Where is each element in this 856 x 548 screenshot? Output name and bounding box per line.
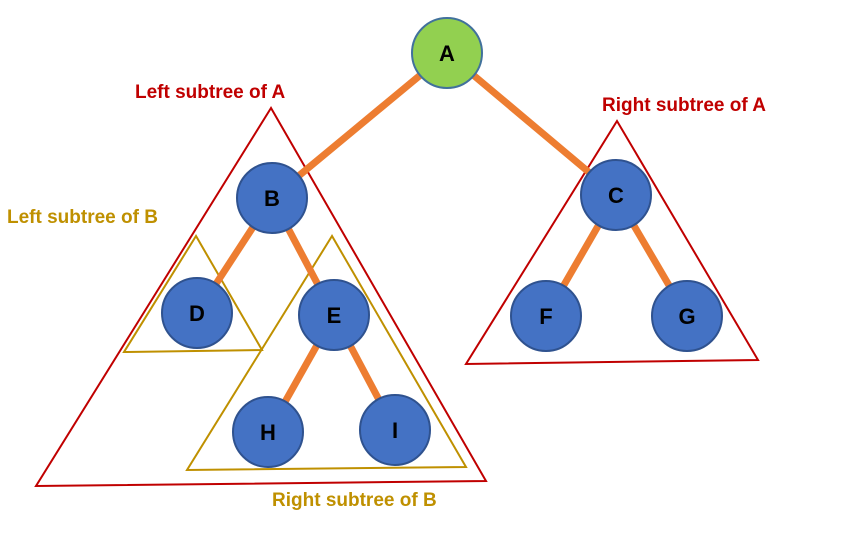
right-subtree-b-label: Right subtree of B <box>272 490 437 511</box>
node-e-label: E <box>327 303 342 328</box>
node-d-label: D <box>189 301 205 326</box>
right-subtree-a-label: Right subtree of A <box>602 95 766 116</box>
left-subtree-a-label: Left subtree of A <box>135 82 286 103</box>
left-subtree-a-region <box>34 106 488 488</box>
right-subtree-b-region <box>185 234 468 472</box>
left-subtree-b-region <box>122 234 264 354</box>
node-d: D <box>161 277 233 349</box>
node-a-circle <box>411 17 483 89</box>
node-a-label: A <box>439 41 455 66</box>
node-f: F <box>510 280 582 352</box>
node-g-circle <box>651 280 723 352</box>
node-b: B <box>236 162 308 234</box>
node-g-label: G <box>678 304 695 329</box>
left-subtree-b-label: Left subtree of B <box>7 207 158 228</box>
node-e: E <box>298 279 370 351</box>
node-g: G <box>651 280 723 352</box>
node-e-circle <box>298 279 370 351</box>
node-a: A <box>411 17 483 89</box>
node-d-circle <box>161 277 233 349</box>
node-h-circle <box>232 396 304 468</box>
edge-a-b <box>269 50 450 201</box>
node-f-circle <box>510 280 582 352</box>
node-h: H <box>232 396 304 468</box>
node-c-circle <box>580 159 652 231</box>
node-c: C <box>580 159 652 231</box>
node-b-label: B <box>264 186 280 211</box>
node-i-label: I <box>392 418 398 443</box>
node-i-circle <box>359 394 431 466</box>
right-subtree-a-region <box>464 119 760 366</box>
node-h-label: H <box>260 420 276 445</box>
node-f-label: F <box>539 304 552 329</box>
edge-a-c <box>444 50 619 198</box>
node-c-label: C <box>608 183 624 208</box>
node-i: I <box>359 394 431 466</box>
node-b-circle <box>236 162 308 234</box>
